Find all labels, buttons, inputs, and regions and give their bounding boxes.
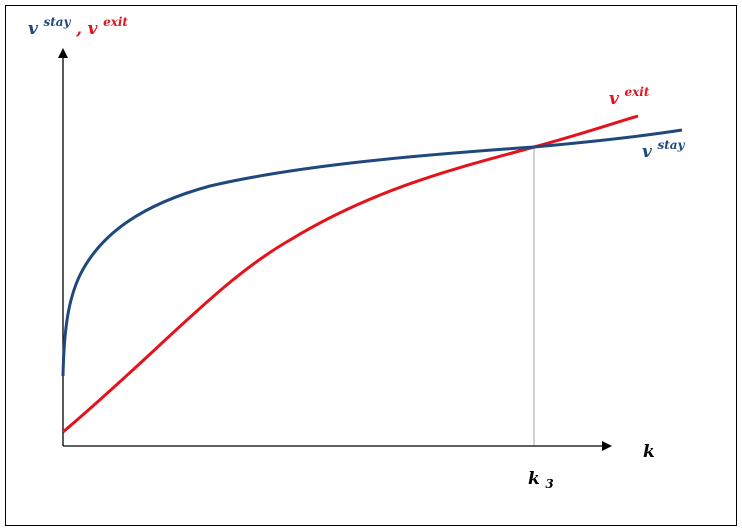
v-stay-label-superscript: stay [657,138,685,152]
x-axis-label: k [643,442,655,462]
v-exit-label: v exit [609,85,650,109]
v-exit-curve [62,114,639,434]
y-label-exit-superscript: exit [103,15,128,29]
k3-label-symbol: k [528,469,540,489]
v-exit-label-symbol: v [609,89,620,109]
v-stay-label: v stay [642,138,686,162]
y-label-stay-symbol: v [28,19,39,39]
v-exit-label-superscript: exit [624,85,649,99]
figure-frame [5,5,737,526]
k3-label-subscript: 3 [545,477,553,491]
v-stay-label-symbol: v [642,142,653,162]
y-label-exit-symbol: v [88,19,99,39]
y-label-separator: , [75,19,82,39]
k3-label: k 3 [528,469,554,491]
y-axis-label: v stay , v exit [28,11,128,39]
y-label-stay-superscript: stay [43,15,71,29]
v-stay-curve [61,128,683,377]
